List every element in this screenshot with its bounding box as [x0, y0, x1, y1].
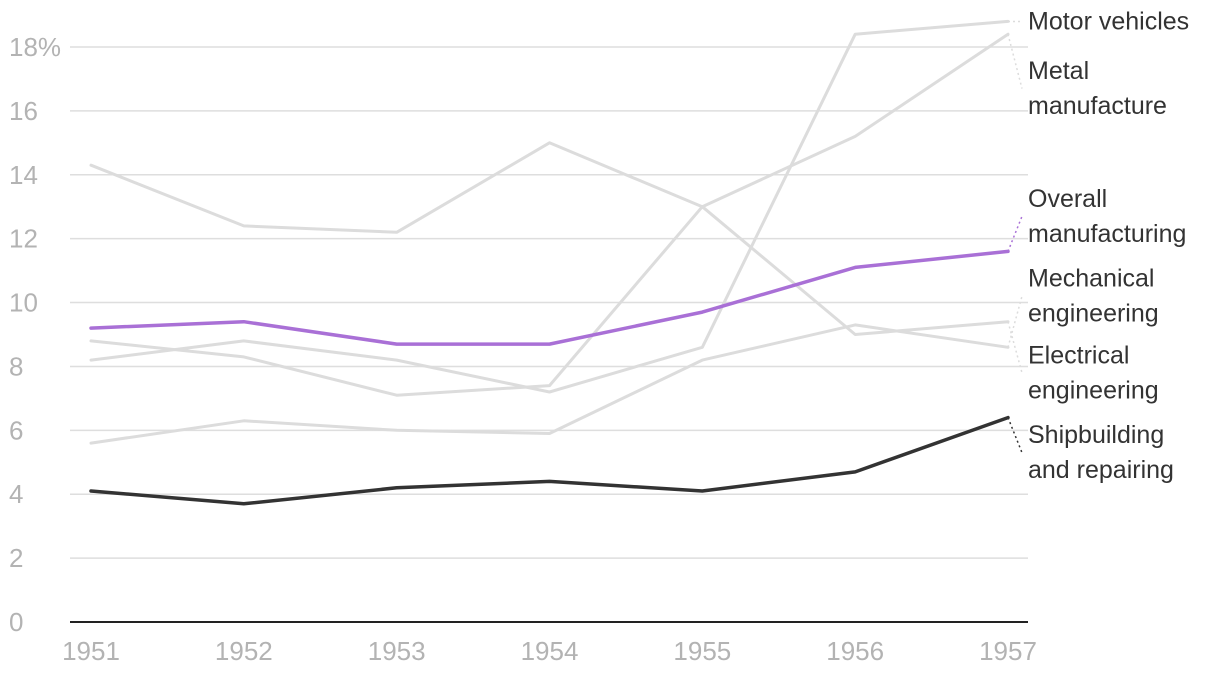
series-label-electrical-engineering: Electrical engineering: [1028, 341, 1159, 404]
background-series: [89, 19, 1010, 445]
leader-line-electrical-engineering: [1007, 321, 1023, 374]
series-label-shipbuilding-and-repairing: Shipbuilding and repairing: [1028, 421, 1174, 484]
gridlines: [70, 46, 1028, 623]
y-axis-tick-labels: 0 2 4 6 8 10 12 14 16 18%: [9, 32, 61, 637]
y-tick-label: 0: [9, 607, 23, 637]
series-label-mechanical-engineering: Mechanical engineering: [1028, 265, 1159, 328]
series-label-line: engineering: [1028, 376, 1159, 404]
series-line-shipbuilding-and-repairing: [89, 415, 1010, 506]
y-tick-label: 6: [9, 415, 23, 445]
leader-line-metal-manufacture: [1007, 34, 1023, 89]
highlighted-series: [89, 249, 1010, 506]
x-axis-tick-labels: 1951 1952 1953 1954 1955 1956 1957: [62, 636, 1037, 666]
series-line-mechanical-engineering: [89, 323, 1010, 445]
series-label-line: engineering: [1028, 300, 1159, 328]
y-tick-label: 16: [9, 96, 38, 126]
x-tick-label: 1956: [826, 636, 884, 666]
leader-line-shipbuilding-and-repairing: [1007, 417, 1023, 453]
series-label-overall-manufacturing: Overall manufacturing: [1028, 185, 1186, 248]
y-tick-label: 12: [9, 224, 38, 254]
leader-line-overall-manufacturing: [1007, 216, 1023, 252]
series-label-line: manufacture: [1028, 92, 1167, 120]
series-label-line: Metal: [1028, 57, 1089, 85]
series-label-line: Mechanical: [1028, 265, 1154, 293]
y-tick-label: 14: [9, 160, 38, 190]
y-tick-label: 8: [9, 351, 23, 381]
series-line-electrical-engineering: [89, 205, 1010, 397]
series-line-motor-vehicles: [89, 19, 1010, 394]
series-line-metal-manufacture: [89, 32, 1010, 234]
leader-line-mechanical-engineering: [1007, 295, 1023, 348]
y-tick-label: 18%: [9, 32, 61, 62]
series-label-line: manufacturing: [1028, 220, 1186, 248]
x-tick-label: 1955: [673, 636, 731, 666]
y-tick-label: 2: [9, 543, 23, 573]
series-label-motor-vehicles: Motor vehicles: [1028, 7, 1189, 35]
x-tick-label: 1957: [979, 636, 1037, 666]
series-line-overall-manufacturing: [89, 249, 1010, 346]
series-label-line: Motor vehicles: [1028, 7, 1189, 35]
x-tick-label: 1951: [62, 636, 120, 666]
series-labels: Motor vehicles Metal manufacture Overall man…: [1007, 7, 1189, 484]
y-tick-label: 4: [9, 479, 23, 509]
series-label-line: and repairing: [1028, 456, 1174, 484]
x-tick-label: 1952: [215, 636, 273, 666]
series-label-line: Electrical: [1028, 341, 1129, 369]
series-label-line: Shipbuilding: [1028, 421, 1164, 449]
series-label-line: Overall: [1028, 185, 1107, 213]
series-label-metal-manufacture: Metal manufacture: [1028, 57, 1167, 120]
x-tick-label: 1953: [368, 636, 426, 666]
y-tick-label: 10: [9, 288, 38, 318]
x-tick-label: 1954: [521, 636, 579, 666]
